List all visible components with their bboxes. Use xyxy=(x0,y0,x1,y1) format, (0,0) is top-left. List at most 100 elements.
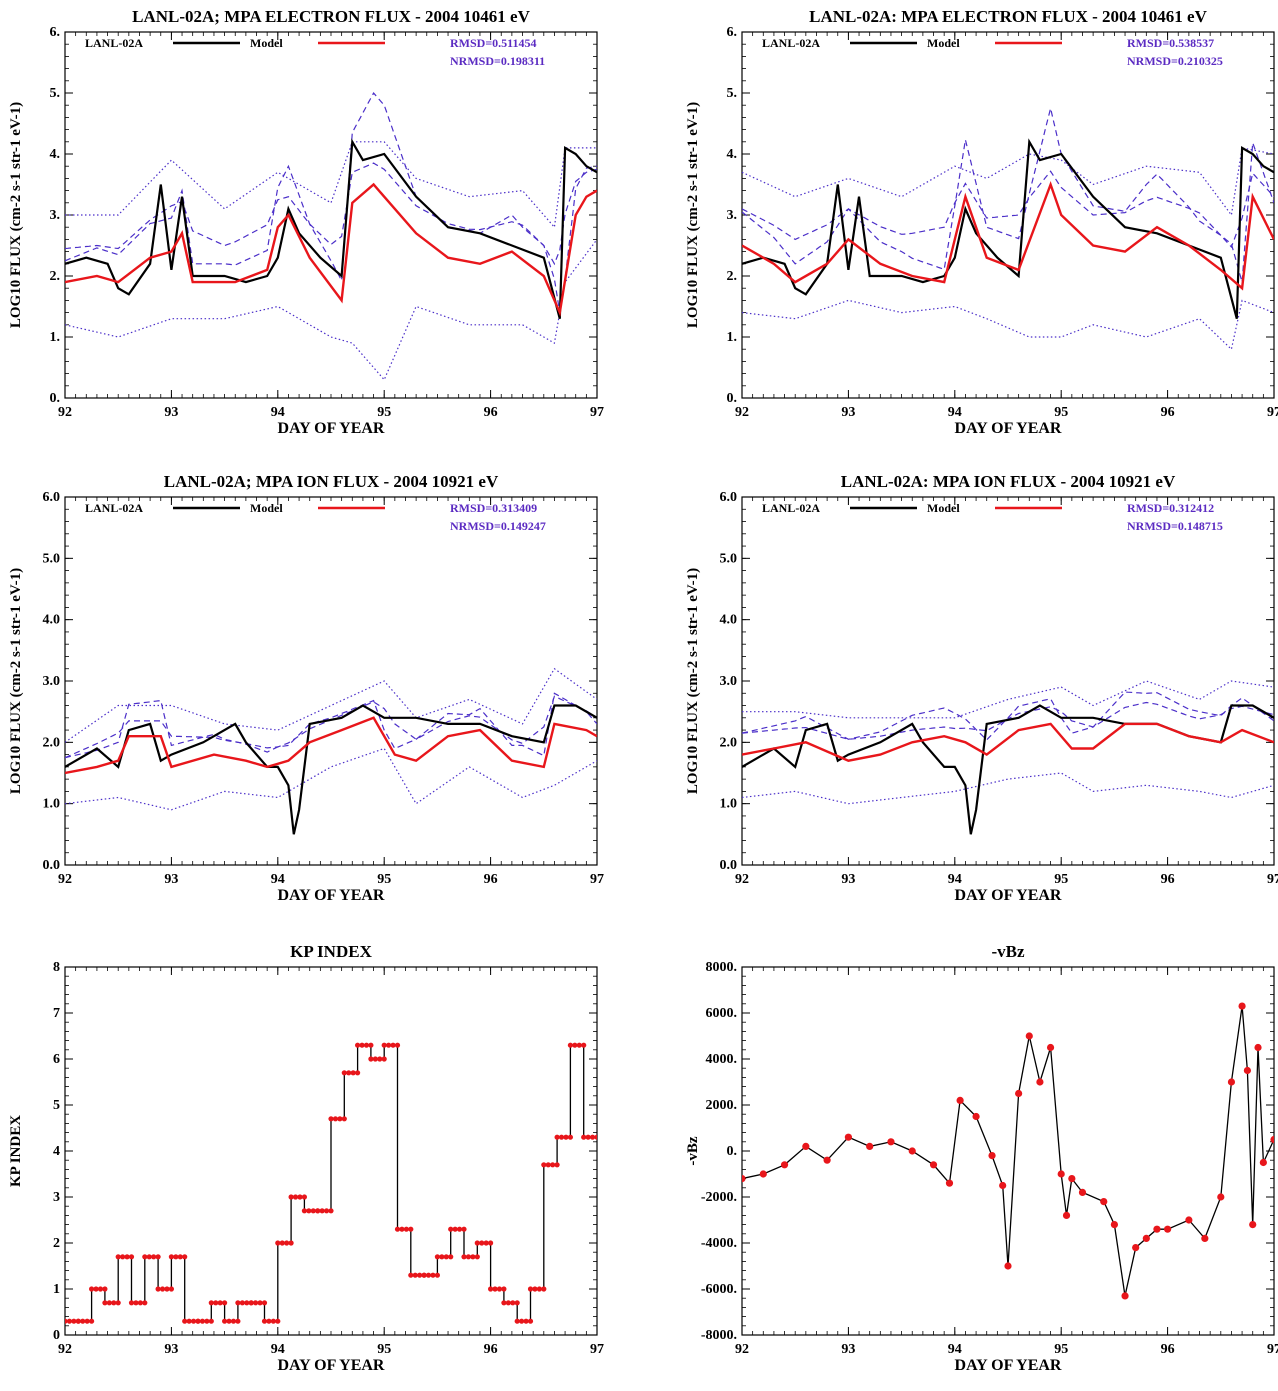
legend-observed-label: LANL-02A xyxy=(85,501,143,515)
kp-point xyxy=(581,1134,587,1140)
legend-model-label: Model xyxy=(927,501,960,515)
legend-nrmsd: NRMSD=0.210325 xyxy=(1127,54,1223,68)
observed-line xyxy=(65,138,597,319)
kp-point xyxy=(253,1300,259,1306)
kp-point xyxy=(355,1070,361,1076)
kp-point xyxy=(89,1318,95,1324)
kp-point xyxy=(421,1272,427,1278)
kp-point xyxy=(350,1070,356,1076)
kp-point xyxy=(519,1318,525,1324)
kp-point xyxy=(581,1042,587,1048)
kp-point xyxy=(288,1194,294,1200)
kp-point xyxy=(554,1162,560,1168)
x-tick-label: 92 xyxy=(735,872,749,887)
legend: LANL-02A Model RMSD=0.312412 NRMSD=0.148715 xyxy=(762,501,1223,533)
kp-point xyxy=(208,1300,214,1306)
y-tick-label: 0.0 xyxy=(43,858,61,873)
vbz-point xyxy=(1243,1066,1251,1075)
y-tick-label: 0. xyxy=(50,391,61,406)
x-axis-label: DAY OF YEAR xyxy=(955,887,1062,904)
kp-point xyxy=(359,1042,365,1048)
panel-ion-flux-right: 92 93 94 95 96 97 0.0 1.0 2.0 3.0 4.0 5.0 6.0 LANL-02… xyxy=(685,472,1278,904)
panel-ion-flux-left: 92 93 94 95 96 97 0.0 1.0 2.0 3.0 4.0 5.0 6.0 LANL-02… xyxy=(8,472,604,904)
vbz-point xyxy=(1132,1244,1140,1252)
vbz-point xyxy=(802,1142,810,1150)
kp-point xyxy=(465,1254,472,1260)
plot-frame xyxy=(64,31,598,399)
y-tick-label: 4. xyxy=(727,147,738,162)
chart-title: LANL-02A: MPA ELECTRON FLUX - 2004 10461… xyxy=(809,7,1207,26)
ensemble-member-lower xyxy=(65,91,597,313)
x-tick-label: 93 xyxy=(164,405,178,420)
x-tick-label: 96 xyxy=(484,872,498,887)
kp-point xyxy=(448,1254,454,1260)
vbz-point xyxy=(1036,1078,1044,1086)
y-tick-label: 3.0 xyxy=(720,674,738,689)
y-axis-label: KP INDEX xyxy=(8,1115,24,1187)
vbz-point xyxy=(1057,1170,1065,1178)
kp-point xyxy=(155,1254,161,1260)
y-tick-label: 2 xyxy=(53,1236,60,1251)
x-tick-label: 96 xyxy=(484,405,498,420)
legend-nrmsd: NRMSD=0.149247 xyxy=(450,519,546,533)
x-tick-label: 96 xyxy=(1161,405,1175,420)
vbz-point xyxy=(1078,1188,1087,1196)
kp-point xyxy=(301,1194,307,1200)
y-tick-label: 6.0 xyxy=(43,490,61,505)
observed-line xyxy=(742,138,1274,319)
x-tick-label: 94 xyxy=(271,872,285,887)
y-tick-label: 8000. xyxy=(706,960,738,975)
kp-point xyxy=(137,1300,143,1306)
legend-rmsd: RMSD=0.313409 xyxy=(450,501,537,515)
vbz-point xyxy=(1004,1262,1012,1270)
kp-point xyxy=(474,1254,480,1260)
model-line xyxy=(65,182,597,317)
plot-area xyxy=(65,667,597,835)
kp-point xyxy=(168,1254,174,1260)
x-tick-label: 92 xyxy=(58,872,72,887)
kp-point xyxy=(182,1318,188,1324)
vbz-point xyxy=(1153,1225,1161,1233)
kp-point xyxy=(177,1254,183,1260)
kp-point xyxy=(386,1042,392,1048)
kp-point xyxy=(501,1286,507,1292)
kp-point xyxy=(527,1286,534,1292)
kp-point xyxy=(159,1286,166,1292)
kp-point xyxy=(541,1162,547,1168)
kp-point xyxy=(284,1240,290,1246)
vbz-point xyxy=(972,1112,980,1121)
kp-point xyxy=(89,1286,95,1292)
y-tick-label: 2. xyxy=(50,269,61,284)
kp-point xyxy=(195,1318,201,1324)
x-tick-label: 97 xyxy=(1267,1342,1278,1357)
kp-point xyxy=(550,1162,556,1168)
panel-electron-flux-right: 92 93 94 95 96 97 0. 1. 2. 3. 4. 5. 6. LANL-02A: MPA … xyxy=(685,7,1278,437)
plot-area xyxy=(742,680,1274,835)
model-line xyxy=(742,180,1274,291)
vbz-point xyxy=(1254,1043,1262,1052)
kp-point xyxy=(266,1318,272,1324)
y-axis-label: -vBz xyxy=(685,1136,701,1166)
plot-area xyxy=(65,1042,597,1324)
y-tick-label: 1. xyxy=(727,330,738,345)
panel-vbz: 92 93 94 95 96 97 -8000. -6000. -4000. -2000. 0. 20… xyxy=(685,942,1278,1374)
kp-point xyxy=(301,1208,307,1214)
x-tick-label: 93 xyxy=(164,1342,178,1357)
plot-area xyxy=(742,1002,1274,1300)
kp-point xyxy=(532,1286,538,1292)
kp-point xyxy=(275,1318,281,1324)
panel-electron-flux-left: 92 93 94 95 96 97 0. 1. 2. 3. 4. 5. 6. LANL-02A; MPA … xyxy=(8,7,604,437)
kp-point xyxy=(572,1042,578,1048)
y-tick-label: 6. xyxy=(50,25,61,40)
kp-point xyxy=(222,1300,228,1306)
vbz-point xyxy=(1062,1211,1071,1219)
kp-point xyxy=(226,1318,232,1324)
kp-point xyxy=(239,1300,245,1306)
kp-point xyxy=(315,1208,321,1214)
plot-frame xyxy=(741,496,1275,866)
legend-observed-label: LANL-02A xyxy=(85,36,143,50)
kp-point xyxy=(474,1240,480,1246)
legend: LANL-02A Model RMSD=0.511454 NRMSD=0.198311 xyxy=(85,36,545,68)
kp-point xyxy=(182,1254,188,1260)
y-tick-label: 3. xyxy=(727,208,738,223)
